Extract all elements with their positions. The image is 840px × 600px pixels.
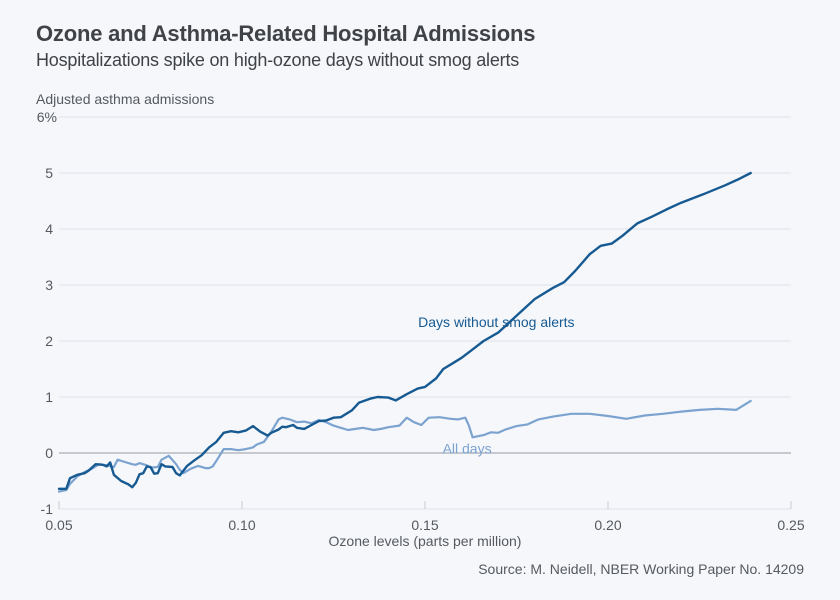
y-tick-label: -1 bbox=[41, 501, 54, 517]
chart-subtitle: Hospitalizations spike on high-ozone day… bbox=[36, 50, 520, 70]
x-tick-label: 0.05 bbox=[45, 517, 72, 533]
y-tick-label: 5 bbox=[45, 165, 53, 181]
series-line-all-days bbox=[57, 399, 752, 493]
y-tick-labels: -1 0 1 2 3 4 5 6% bbox=[37, 109, 57, 517]
gridlines bbox=[59, 116, 791, 510]
series-label-all-days: All days bbox=[443, 441, 492, 457]
x-tick-label: 0.20 bbox=[594, 517, 621, 533]
y-tick-label: 3 bbox=[45, 277, 53, 293]
chart-title: Ozone and Asthma-Related Hospital Admiss… bbox=[36, 21, 536, 46]
x-tick-label: 0.15 bbox=[411, 517, 438, 533]
series-label-days-without-smog-alerts: Days without smog alerts bbox=[418, 314, 574, 330]
y-tick-label: 4 bbox=[45, 221, 53, 237]
series-labels: Days without smog alerts All days bbox=[418, 314, 574, 457]
y-tick-label: 6% bbox=[37, 109, 57, 125]
y-tick-label: 0 bbox=[45, 445, 53, 461]
y-tick-label: 2 bbox=[45, 333, 53, 349]
y-axis-title: Adjusted asthma admissions bbox=[36, 91, 215, 107]
x-axis-title: Ozone levels (parts per million) bbox=[329, 533, 522, 549]
x-tick-label: 0.10 bbox=[228, 517, 255, 533]
x-tick-label: 0.25 bbox=[777, 517, 804, 533]
y-tick-label: 1 bbox=[45, 389, 53, 405]
series-lines bbox=[57, 171, 752, 493]
x-ticks: 0.05 0.10 0.15 0.20 0.25 bbox=[45, 501, 805, 533]
series-line-days-without-smog-alerts bbox=[57, 171, 752, 490]
source-note: Source: M. Neidell, NBER Working Paper N… bbox=[478, 561, 804, 577]
